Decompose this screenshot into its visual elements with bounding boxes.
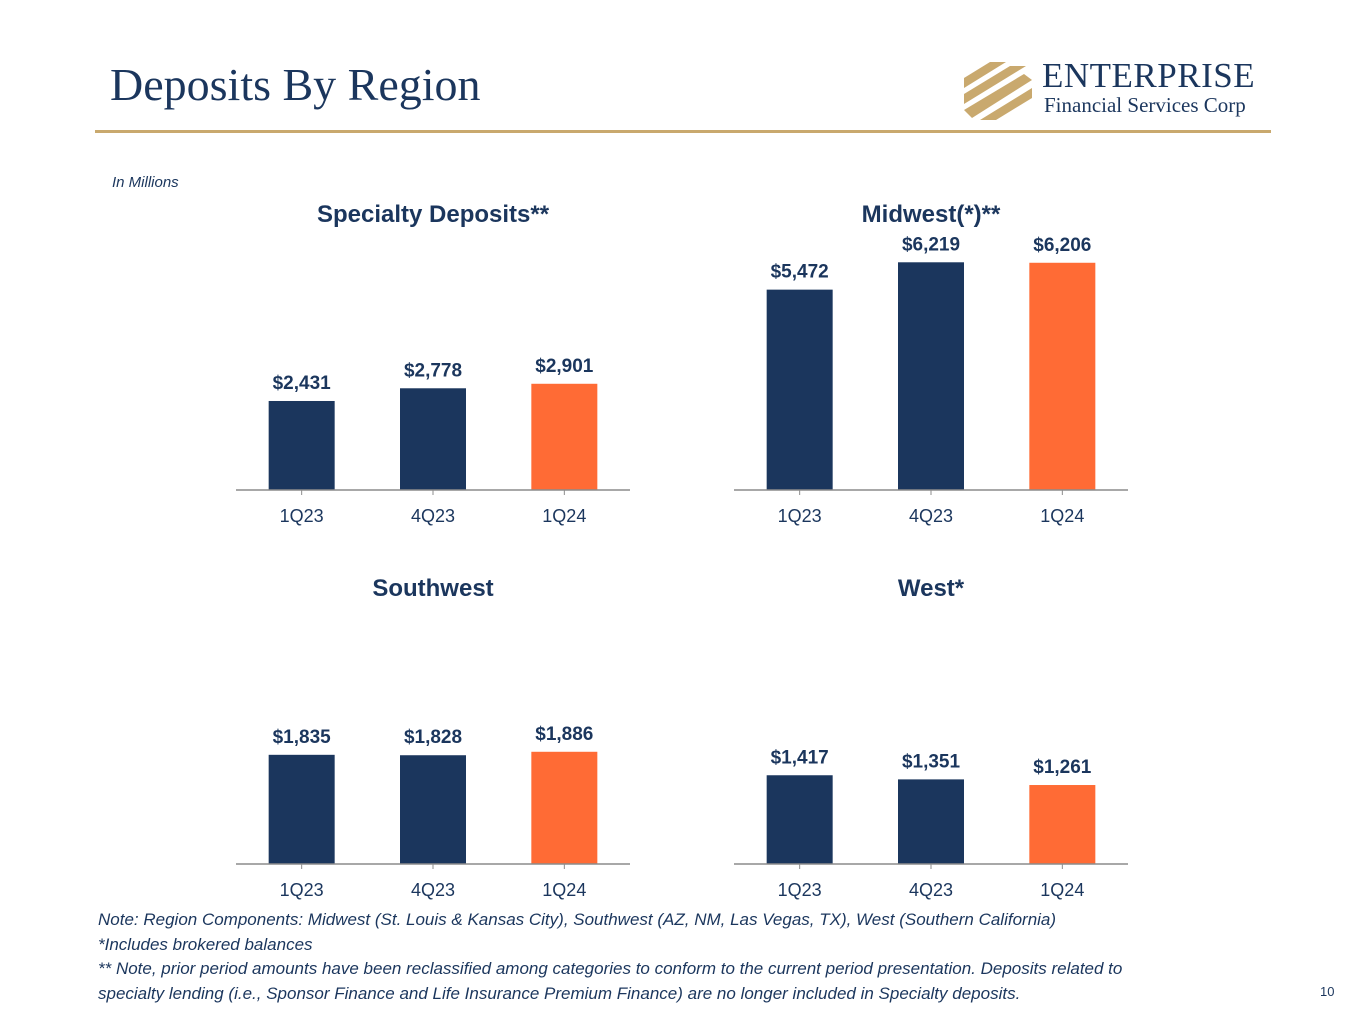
chart-west: West* $1,417 1Q23 $1,351 4Q23 $1,261 1Q24 <box>728 566 1158 906</box>
units-label: In Millions <box>112 174 179 191</box>
bar-1q23 <box>766 775 833 864</box>
chart-specialty-deposits: Specialty Deposits** $2,431 1Q23 $2,778 4Q23… <box>230 192 660 532</box>
bar-1q24 <box>1029 262 1096 490</box>
chart-svg: West* $1,417 1Q23 $1,351 4Q23 $1,261 1Q24 <box>734 575 1128 900</box>
chart-svg: Specialty Deposits** $2,431 1Q23 $2,778 4Q23… <box>236 201 630 526</box>
footnotes: Note: Region Components: Midwest (St. Lo… <box>98 908 1288 1006</box>
data-label: $1,828 <box>404 727 462 748</box>
chart-svg: Southwest $1,835 1Q23 $1,828 4Q23 $1,886 1Q24 <box>236 575 630 900</box>
data-label: $2,431 <box>273 373 332 394</box>
footnote-reclassification: ** Note, prior period amounts have been … <box>98 959 1123 978</box>
x-tick-label: 4Q23 <box>909 506 953 526</box>
page-title: Deposits By Region <box>110 59 481 110</box>
x-tick-label: 1Q23 <box>778 880 822 900</box>
enterprise-logo-mark-icon <box>964 62 1032 120</box>
company-logo: ENTERPRISE Financial Services Corp <box>962 56 1274 122</box>
bar-1q24 <box>531 751 598 864</box>
x-tick-label: 1Q23 <box>280 880 324 900</box>
page-number: 10 <box>1320 984 1335 999</box>
bar-4q23 <box>400 755 466 864</box>
header-divider <box>95 130 1271 133</box>
data-label: $5,472 <box>771 262 829 283</box>
footnote-reclassification-cont: specialty lending (i.e., Sponsor Finance… <box>98 983 1021 1003</box>
chart-title: Southwest <box>372 575 493 602</box>
bar-4q23 <box>400 388 466 490</box>
logo-name: ENTERPRISE <box>1042 56 1256 95</box>
bar-1q24 <box>1029 785 1096 864</box>
data-label: $6,219 <box>902 234 960 255</box>
data-label: $2,778 <box>404 360 462 381</box>
bar-1q23 <box>268 400 335 490</box>
chart-midwest: Midwest(*)** $5,472 1Q23 $6,219 4Q23 $6,206 1Q… <box>728 192 1158 532</box>
data-label: $6,206 <box>1033 235 1091 256</box>
data-label: $1,886 <box>535 724 593 745</box>
chart-title: Specialty Deposits** <box>317 201 550 228</box>
data-label: $1,835 <box>273 727 332 748</box>
x-tick-label: 4Q23 <box>411 880 455 900</box>
bar-4q23 <box>898 779 964 864</box>
x-tick-label: 1Q23 <box>778 506 822 526</box>
data-label: $1,417 <box>771 747 829 768</box>
chart-southwest: Southwest $1,835 1Q23 $1,828 4Q23 $1,886 1Q24 <box>230 566 660 906</box>
data-label: $2,901 <box>535 356 594 377</box>
footnote-brokered: *Includes brokered balances <box>98 934 313 954</box>
x-tick-label: 1Q24 <box>542 880 586 900</box>
x-tick-label: 4Q23 <box>411 506 455 526</box>
x-tick-label: 4Q23 <box>909 880 953 900</box>
data-label: $1,261 <box>1033 757 1092 778</box>
logo-subtitle: Financial Services Corp <box>1044 93 1246 117</box>
bar-1q24 <box>531 383 598 490</box>
bar-1q23 <box>268 754 335 864</box>
chart-title: West* <box>898 575 965 602</box>
x-tick-label: 1Q24 <box>1040 880 1084 900</box>
bar-4q23 <box>898 262 964 490</box>
x-tick-label: 1Q23 <box>280 506 324 526</box>
x-tick-label: 1Q24 <box>1040 506 1084 526</box>
x-tick-label: 1Q24 <box>542 506 586 526</box>
chart-svg: Midwest(*)** $5,472 1Q23 $6,219 4Q23 $6,206 1Q… <box>734 201 1128 526</box>
chart-title: Midwest(*)** <box>862 201 1001 228</box>
bar-1q23 <box>766 289 833 490</box>
data-label: $1,351 <box>902 751 961 772</box>
footnote-region-components: Note: Region Components: Midwest (St. Lo… <box>98 910 1057 929</box>
